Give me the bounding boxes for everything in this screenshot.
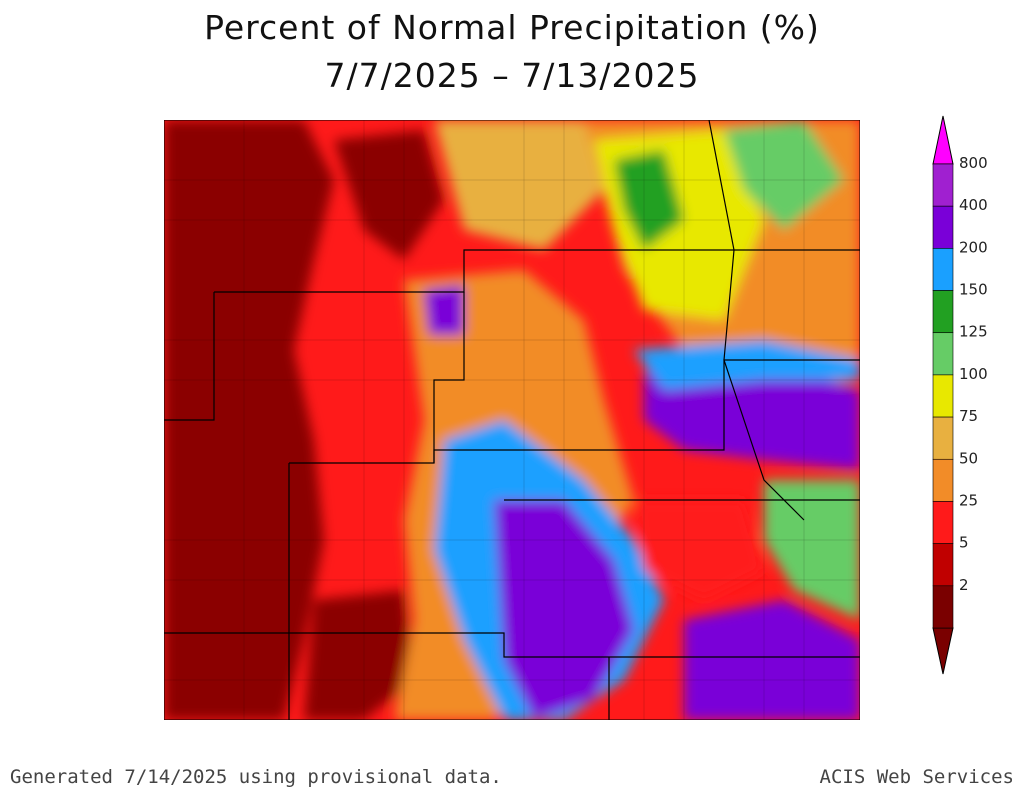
precipitation-map	[164, 120, 860, 720]
color-legend: 800 400 200 150 125 100 75 50 25 5 2	[932, 115, 988, 675]
legend-label-400: 400	[959, 196, 988, 214]
legend-label-2: 2	[959, 576, 969, 594]
legend-label-200: 200	[959, 238, 988, 256]
legend-swatch-5	[932, 543, 954, 587]
legend-swatch-50	[932, 458, 954, 502]
region-green-southeast	[764, 480, 860, 620]
region-very-dry-southwest	[304, 590, 414, 720]
legend-swatch-800	[932, 163, 954, 207]
legend-swatch-125	[932, 332, 954, 376]
legend-label-25: 25	[959, 491, 978, 509]
region-very-dry-north	[334, 130, 444, 260]
region-purple-southeast	[684, 600, 860, 720]
region-purple-east	[644, 360, 860, 470]
legend-bottom-arrow	[932, 627, 954, 675]
legend-swatch-400	[932, 205, 954, 249]
legend-swatch-100	[932, 374, 954, 418]
legend-label-100: 100	[959, 365, 988, 383]
region-purple-nw-spot	[424, 285, 464, 335]
region-blue-east	[634, 340, 860, 390]
map-subtitle: 7/7/2025 – 7/13/2025	[324, 56, 700, 95]
legend-label-800: 800	[959, 154, 988, 172]
provider-credit: ACIS Web Services	[819, 766, 1014, 788]
region-green-2	[724, 120, 844, 230]
county-grid	[164, 120, 860, 720]
state-boundaries	[164, 120, 860, 720]
map-title: Percent of Normal Precipitation (%)	[204, 8, 820, 47]
region-orange-north	[434, 120, 604, 250]
legend-swatch-2	[932, 585, 954, 629]
legend-swatch-150	[932, 290, 954, 334]
region-green-1	[614, 150, 684, 250]
region-very-dry-west	[164, 120, 334, 720]
legend-label-75: 75	[959, 407, 978, 425]
legend-label-50: 50	[959, 449, 978, 467]
legend-label-5: 5	[959, 534, 969, 552]
region-red-east	[634, 500, 764, 600]
region-purple-central	[494, 500, 634, 720]
legend-swatch-25	[932, 501, 954, 544]
legend-swatch-75	[932, 416, 954, 460]
legend-label-125: 125	[959, 323, 988, 341]
legend-label-150: 150	[959, 281, 988, 299]
legend-swatch-200	[932, 248, 954, 291]
generated-note: Generated 7/14/2025 using provisional da…	[10, 766, 502, 788]
legend-top-arrow	[932, 115, 954, 165]
